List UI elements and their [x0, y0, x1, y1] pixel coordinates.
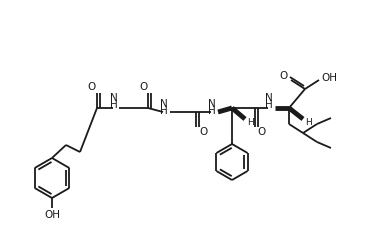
Text: N: N	[208, 99, 216, 109]
Text: H: H	[110, 100, 118, 110]
Text: OH: OH	[321, 73, 337, 83]
Text: H: H	[305, 118, 311, 127]
Text: O: O	[280, 71, 288, 81]
Text: H: H	[160, 106, 168, 116]
Text: O: O	[88, 82, 96, 92]
Text: OH: OH	[44, 210, 60, 220]
Text: N: N	[110, 93, 118, 103]
Text: O: O	[139, 82, 147, 92]
Text: H: H	[247, 118, 253, 127]
Text: N: N	[265, 93, 273, 103]
Text: H: H	[208, 106, 216, 116]
Text: O: O	[199, 127, 207, 137]
Text: N: N	[160, 99, 168, 109]
Text: O: O	[258, 127, 266, 137]
Text: H: H	[265, 100, 273, 110]
